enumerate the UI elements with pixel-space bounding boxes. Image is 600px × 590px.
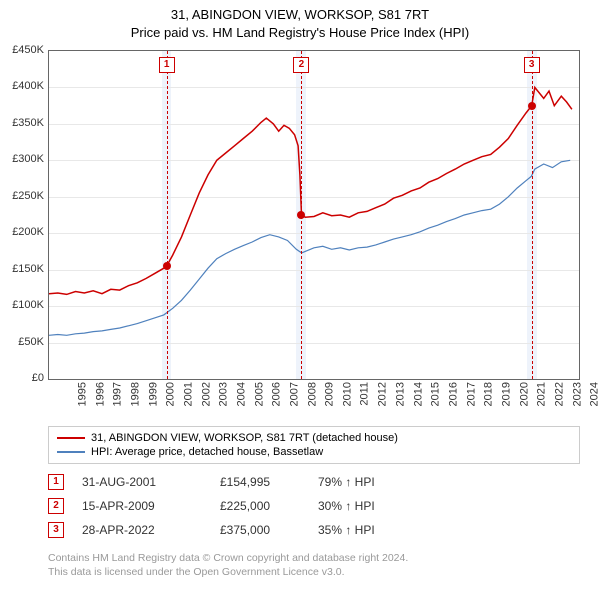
x-tick-label: 2011 bbox=[358, 382, 370, 406]
x-tick-label: 2005 bbox=[253, 382, 265, 406]
x-tick-label: 1995 bbox=[76, 382, 88, 406]
sale-date: 31-AUG-2001 bbox=[82, 475, 202, 489]
sale-marker-badge: 3 bbox=[524, 57, 540, 73]
x-tick-label: 2003 bbox=[218, 382, 230, 406]
x-tick-label: 2024 bbox=[589, 382, 600, 406]
x-tick-label: 2012 bbox=[377, 382, 389, 406]
chart-plot-area: 1 2 3 bbox=[48, 50, 580, 380]
sale-index-badge: 1 bbox=[48, 474, 64, 490]
x-tick-label: 2013 bbox=[394, 382, 406, 406]
sale-price: £225,000 bbox=[220, 499, 300, 513]
title-line1: 31, ABINGDON VIEW, WORKSOP, S81 7RT bbox=[0, 6, 600, 24]
x-tick-label: 2008 bbox=[306, 382, 318, 406]
sale-marker-badge: 2 bbox=[293, 57, 309, 73]
x-tick-label: 1996 bbox=[94, 382, 106, 406]
sale-marker-badge: 1 bbox=[159, 57, 175, 73]
legend-swatch bbox=[57, 437, 85, 439]
y-tick-label: £50K bbox=[0, 336, 44, 348]
y-tick-label: £400K bbox=[0, 80, 44, 92]
y-tick-label: £100K bbox=[0, 299, 44, 311]
title-block: 31, ABINGDON VIEW, WORKSOP, S81 7RT Pric… bbox=[0, 0, 600, 42]
sale-dot bbox=[528, 102, 536, 110]
sale-index-badge: 2 bbox=[48, 498, 64, 514]
sale-dot bbox=[163, 262, 171, 270]
x-tick-label: 2004 bbox=[235, 382, 247, 406]
chart-container: 31, ABINGDON VIEW, WORKSOP, S81 7RT Pric… bbox=[0, 0, 600, 590]
x-tick-label: 2000 bbox=[165, 382, 177, 406]
x-tick-label: 2016 bbox=[447, 382, 459, 406]
sale-price: £154,995 bbox=[220, 475, 300, 489]
y-tick-label: £200K bbox=[0, 226, 44, 238]
x-tick-label: 2021 bbox=[536, 382, 548, 406]
x-tick-label: 2023 bbox=[571, 382, 583, 406]
sale-price: £375,000 bbox=[220, 523, 300, 537]
x-tick-label: 2010 bbox=[341, 382, 353, 406]
x-tick-label: 2009 bbox=[324, 382, 336, 406]
chart-lines bbox=[49, 51, 579, 379]
x-tick-label: 2022 bbox=[553, 382, 565, 406]
series-price_paid bbox=[49, 87, 572, 294]
sale-index-badge: 3 bbox=[48, 522, 64, 538]
series-hpi bbox=[49, 160, 570, 335]
legend-item: HPI: Average price, detached house, Bass… bbox=[57, 445, 571, 459]
y-tick-label: £300K bbox=[0, 153, 44, 165]
y-tick-label: £250K bbox=[0, 190, 44, 202]
y-tick-label: £0 bbox=[0, 372, 44, 384]
sale-pct: 35% ↑ HPI bbox=[318, 523, 428, 537]
y-tick-label: £150K bbox=[0, 263, 44, 275]
legend-item: 31, ABINGDON VIEW, WORKSOP, S81 7RT (det… bbox=[57, 431, 571, 445]
table-row: 3 28-APR-2022 £375,000 35% ↑ HPI bbox=[48, 518, 580, 542]
x-tick-label: 1999 bbox=[147, 382, 159, 406]
legend-label: 31, ABINGDON VIEW, WORKSOP, S81 7RT (det… bbox=[91, 432, 398, 444]
sale-dot bbox=[297, 211, 305, 219]
table-row: 2 15-APR-2009 £225,000 30% ↑ HPI bbox=[48, 494, 580, 518]
footnote: Contains HM Land Registry data © Crown c… bbox=[48, 552, 408, 579]
legend-swatch bbox=[57, 451, 85, 453]
x-tick-label: 1997 bbox=[112, 382, 124, 406]
y-tick-label: £350K bbox=[0, 117, 44, 129]
sale-pct: 79% ↑ HPI bbox=[318, 475, 428, 489]
x-tick-label: 2014 bbox=[412, 382, 424, 406]
x-tick-label: 2019 bbox=[500, 382, 512, 406]
legend: 31, ABINGDON VIEW, WORKSOP, S81 7RT (det… bbox=[48, 426, 580, 464]
x-tick-label: 2007 bbox=[288, 382, 300, 406]
sales-table: 1 31-AUG-2001 £154,995 79% ↑ HPI 2 15-AP… bbox=[48, 470, 580, 542]
sale-date: 15-APR-2009 bbox=[82, 499, 202, 513]
x-tick-label: 2001 bbox=[182, 382, 194, 406]
sale-date: 28-APR-2022 bbox=[82, 523, 202, 537]
x-tick-label: 2015 bbox=[430, 382, 442, 406]
title-line2: Price paid vs. HM Land Registry's House … bbox=[0, 24, 600, 42]
footnote-line1: Contains HM Land Registry data © Crown c… bbox=[48, 552, 408, 566]
table-row: 1 31-AUG-2001 £154,995 79% ↑ HPI bbox=[48, 470, 580, 494]
legend-label: HPI: Average price, detached house, Bass… bbox=[91, 446, 323, 458]
x-tick-label: 2018 bbox=[483, 382, 495, 406]
y-tick-label: £450K bbox=[0, 44, 44, 56]
x-tick-label: 2020 bbox=[518, 382, 530, 406]
x-tick-label: 2006 bbox=[271, 382, 283, 406]
x-tick-label: 1998 bbox=[129, 382, 141, 406]
x-tick-label: 2002 bbox=[200, 382, 212, 406]
x-tick-label: 2017 bbox=[465, 382, 477, 406]
sale-pct: 30% ↑ HPI bbox=[318, 499, 428, 513]
footnote-line2: This data is licensed under the Open Gov… bbox=[48, 566, 408, 580]
